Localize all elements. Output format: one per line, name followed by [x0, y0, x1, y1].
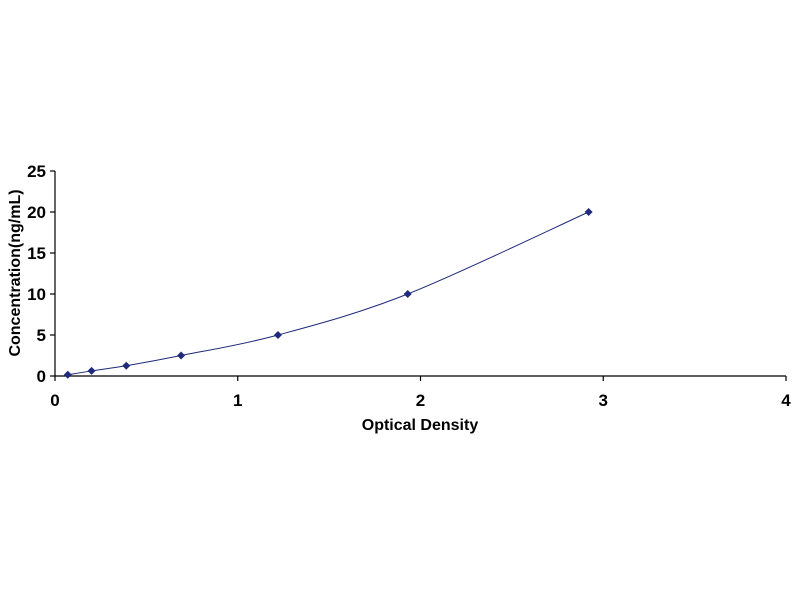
data-point: [63, 370, 72, 379]
y-tick-label: 20: [27, 203, 46, 222]
x-tick-label: 4: [781, 391, 791, 410]
x-tick-label: 3: [599, 391, 608, 410]
x-tick-label: 0: [50, 391, 59, 410]
trend-line: [67, 211, 589, 376]
y-tick-label: 5: [37, 326, 46, 345]
tick-labels: 0 5 10 15 20 25 0 1 2 3 4: [27, 162, 791, 410]
axis-ticks: [50, 170, 787, 381]
y-tick-label: 15: [27, 244, 46, 263]
x-axis-title: Optical Density: [362, 417, 479, 434]
data-point: [87, 366, 96, 375]
data-markers: [63, 208, 593, 379]
data-point: [177, 351, 186, 360]
data-point: [273, 331, 282, 339]
data-point: [122, 361, 131, 370]
x-tick-label: 1: [233, 391, 242, 410]
data-point: [403, 290, 412, 298]
data-point: [584, 208, 593, 216]
plot-axes: [54, 171, 786, 377]
x-tick-label: 2: [416, 391, 425, 410]
y-tick-label: 10: [27, 285, 46, 304]
y-axis-title: Concentration(ng/mL): [7, 189, 24, 356]
y-tick-label: 0: [37, 367, 46, 386]
y-tick-label: 25: [27, 162, 46, 181]
